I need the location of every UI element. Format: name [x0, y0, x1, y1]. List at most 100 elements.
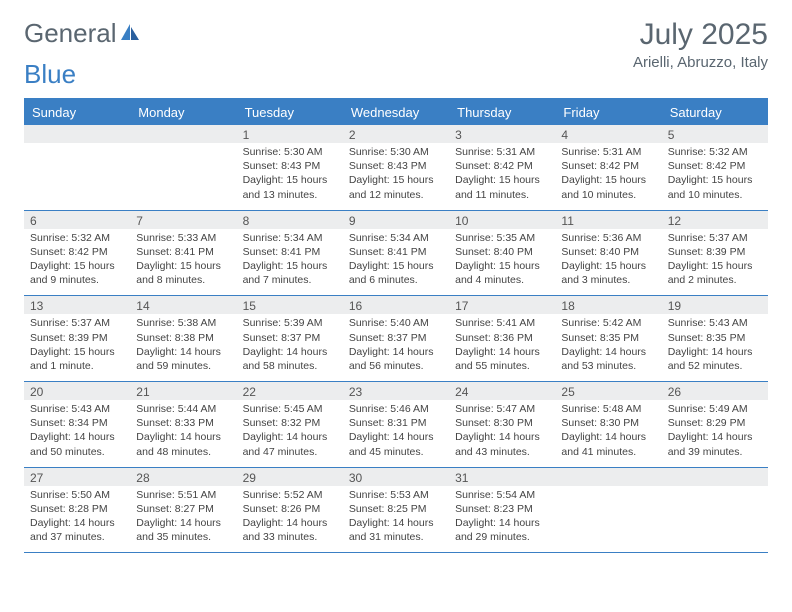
- sunrise-line: Sunrise: 5:33 AM: [136, 231, 230, 245]
- daylight-line1: Daylight: 14 hours: [561, 345, 655, 359]
- calendar-cell: 12Sunrise: 5:37 AMSunset: 8:39 PMDayligh…: [662, 211, 768, 296]
- sunrise-line: Sunrise: 5:37 AM: [30, 316, 124, 330]
- calendar-cell: 8Sunrise: 5:34 AMSunset: 8:41 PMDaylight…: [237, 211, 343, 296]
- calendar-cell: 18Sunrise: 5:42 AMSunset: 8:35 PMDayligh…: [555, 296, 661, 381]
- day-details: Sunrise: 5:37 AMSunset: 8:39 PMDaylight:…: [662, 229, 768, 296]
- sunset-line: Sunset: 8:43 PM: [243, 159, 337, 173]
- day-details: Sunrise: 5:43 AMSunset: 8:35 PMDaylight:…: [662, 314, 768, 381]
- daylight-line1: Daylight: 14 hours: [30, 516, 124, 530]
- daylight-line1: Daylight: 14 hours: [243, 516, 337, 530]
- day-number: 18: [555, 296, 661, 314]
- day-number: 29: [237, 468, 343, 486]
- calendar-cell: 4Sunrise: 5:31 AMSunset: 8:42 PMDaylight…: [555, 125, 661, 210]
- sunrise-line: Sunrise: 5:53 AM: [349, 488, 443, 502]
- weekday-label: Tuesday: [237, 100, 343, 125]
- weekday-label: Monday: [130, 100, 236, 125]
- daylight-line2: and 39 minutes.: [668, 445, 762, 459]
- day-details: Sunrise: 5:31 AMSunset: 8:42 PMDaylight:…: [555, 143, 661, 210]
- calendar-cell: 26Sunrise: 5:49 AMSunset: 8:29 PMDayligh…: [662, 382, 768, 467]
- daylight-line1: Daylight: 14 hours: [243, 430, 337, 444]
- day-number: 15: [237, 296, 343, 314]
- day-number: 2: [343, 125, 449, 143]
- daylight-line1: Daylight: 14 hours: [668, 345, 762, 359]
- sunrise-line: Sunrise: 5:41 AM: [455, 316, 549, 330]
- daylight-line2: and 53 minutes.: [561, 359, 655, 373]
- daylight-line2: and 58 minutes.: [243, 359, 337, 373]
- day-number: 21: [130, 382, 236, 400]
- sunset-line: Sunset: 8:42 PM: [668, 159, 762, 173]
- daylight-line1: Daylight: 15 hours: [136, 259, 230, 273]
- daylight-line2: and 52 minutes.: [668, 359, 762, 373]
- sunset-line: Sunset: 8:30 PM: [561, 416, 655, 430]
- daylight-line2: and 35 minutes.: [136, 530, 230, 544]
- sunrise-line: Sunrise: 5:45 AM: [243, 402, 337, 416]
- sunrise-line: Sunrise: 5:48 AM: [561, 402, 655, 416]
- daylight-line1: Daylight: 14 hours: [136, 345, 230, 359]
- calendar-cell: 22Sunrise: 5:45 AMSunset: 8:32 PMDayligh…: [237, 382, 343, 467]
- daylight-line2: and 12 minutes.: [349, 188, 443, 202]
- sunset-line: Sunset: 8:25 PM: [349, 502, 443, 516]
- day-details: Sunrise: 5:47 AMSunset: 8:30 PMDaylight:…: [449, 400, 555, 467]
- calendar-cell: 21Sunrise: 5:44 AMSunset: 8:33 PMDayligh…: [130, 382, 236, 467]
- daylight-line1: Daylight: 14 hours: [455, 516, 549, 530]
- title-block: July 2025 Arielli, Abruzzo, Italy: [633, 18, 768, 71]
- day-number: 16: [343, 296, 449, 314]
- calendar-week: 1Sunrise: 5:30 AMSunset: 8:43 PMDaylight…: [24, 125, 768, 211]
- day-details: Sunrise: 5:36 AMSunset: 8:40 PMDaylight:…: [555, 229, 661, 296]
- daylight-line1: Daylight: 15 hours: [349, 173, 443, 187]
- sunset-line: Sunset: 8:28 PM: [30, 502, 124, 516]
- daylight-line1: Daylight: 15 hours: [243, 259, 337, 273]
- daylight-line1: Daylight: 14 hours: [668, 430, 762, 444]
- sunrise-line: Sunrise: 5:52 AM: [243, 488, 337, 502]
- calendar-cell: 19Sunrise: 5:43 AMSunset: 8:35 PMDayligh…: [662, 296, 768, 381]
- daylight-line1: Daylight: 15 hours: [668, 173, 762, 187]
- daylight-line2: and 50 minutes.: [30, 445, 124, 459]
- day-details: Sunrise: 5:35 AMSunset: 8:40 PMDaylight:…: [449, 229, 555, 296]
- calendar-week: 13Sunrise: 5:37 AMSunset: 8:39 PMDayligh…: [24, 296, 768, 382]
- day-number: 3: [449, 125, 555, 143]
- sunrise-line: Sunrise: 5:50 AM: [30, 488, 124, 502]
- daylight-line2: and 10 minutes.: [561, 188, 655, 202]
- daylight-line2: and 45 minutes.: [349, 445, 443, 459]
- day-number: 6: [24, 211, 130, 229]
- day-details: Sunrise: 5:39 AMSunset: 8:37 PMDaylight:…: [237, 314, 343, 381]
- day-details: Sunrise: 5:50 AMSunset: 8:28 PMDaylight:…: [24, 486, 130, 553]
- sunrise-line: Sunrise: 5:40 AM: [349, 316, 443, 330]
- calendar-cell: 30Sunrise: 5:53 AMSunset: 8:25 PMDayligh…: [343, 468, 449, 553]
- daylight-line1: Daylight: 15 hours: [561, 173, 655, 187]
- sunrise-line: Sunrise: 5:47 AM: [455, 402, 549, 416]
- daylight-line1: Daylight: 15 hours: [455, 173, 549, 187]
- sunrise-line: Sunrise: 5:35 AM: [455, 231, 549, 245]
- sunrise-line: Sunrise: 5:31 AM: [561, 145, 655, 159]
- day-number: 20: [24, 382, 130, 400]
- calendar-week: 20Sunrise: 5:43 AMSunset: 8:34 PMDayligh…: [24, 382, 768, 468]
- calendar-cell: 17Sunrise: 5:41 AMSunset: 8:36 PMDayligh…: [449, 296, 555, 381]
- sunset-line: Sunset: 8:41 PM: [136, 245, 230, 259]
- sunset-line: Sunset: 8:42 PM: [561, 159, 655, 173]
- sunset-line: Sunset: 8:40 PM: [561, 245, 655, 259]
- sail-icon: [119, 18, 141, 49]
- daylight-line2: and 8 minutes.: [136, 273, 230, 287]
- calendar-cell: 25Sunrise: 5:48 AMSunset: 8:30 PMDayligh…: [555, 382, 661, 467]
- daylight-line1: Daylight: 14 hours: [243, 345, 337, 359]
- daylight-line2: and 59 minutes.: [136, 359, 230, 373]
- day-details: Sunrise: 5:32 AMSunset: 8:42 PMDaylight:…: [662, 143, 768, 210]
- day-details: Sunrise: 5:43 AMSunset: 8:34 PMDaylight:…: [24, 400, 130, 467]
- day-number: 1: [237, 125, 343, 143]
- daylight-line2: and 47 minutes.: [243, 445, 337, 459]
- day-number: [662, 468, 768, 486]
- day-number: 22: [237, 382, 343, 400]
- sunset-line: Sunset: 8:32 PM: [243, 416, 337, 430]
- daylight-line2: and 2 minutes.: [668, 273, 762, 287]
- daylight-line2: and 41 minutes.: [561, 445, 655, 459]
- weekday-label: Friday: [555, 100, 661, 125]
- day-details: [555, 486, 661, 546]
- sunrise-line: Sunrise: 5:37 AM: [668, 231, 762, 245]
- calendar-cell: 10Sunrise: 5:35 AMSunset: 8:40 PMDayligh…: [449, 211, 555, 296]
- sunset-line: Sunset: 8:43 PM: [349, 159, 443, 173]
- day-number: [555, 468, 661, 486]
- day-details: Sunrise: 5:45 AMSunset: 8:32 PMDaylight:…: [237, 400, 343, 467]
- sunset-line: Sunset: 8:30 PM: [455, 416, 549, 430]
- daylight-line2: and 4 minutes.: [455, 273, 549, 287]
- sunset-line: Sunset: 8:37 PM: [349, 331, 443, 345]
